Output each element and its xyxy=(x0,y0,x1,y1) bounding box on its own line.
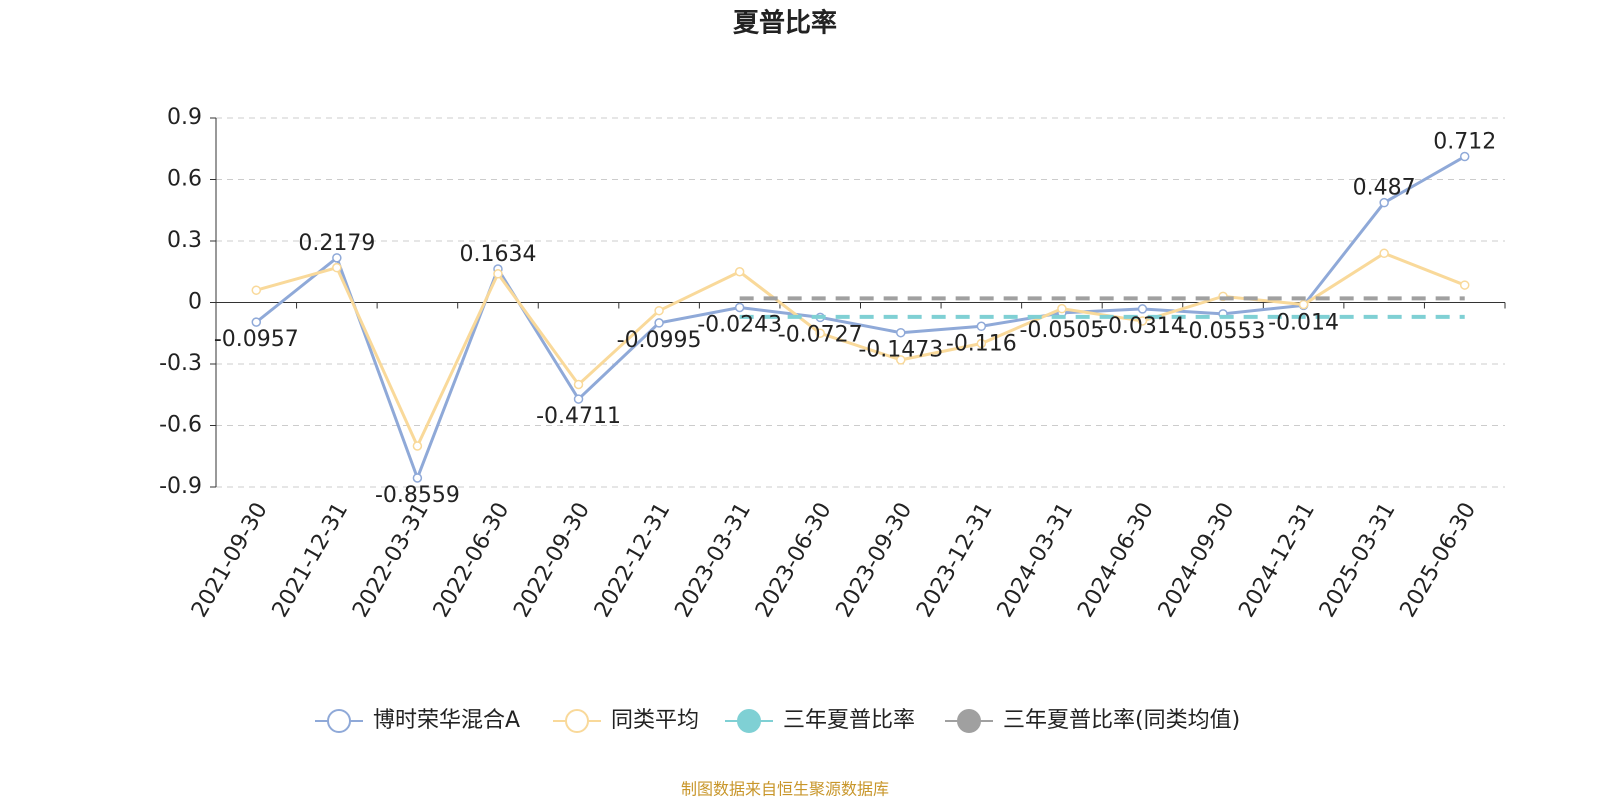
point xyxy=(1459,280,1470,290)
legend-label: 三年夏普比率(同类均值) xyxy=(1003,708,1240,733)
x-tick-label: 2023-06-30 xyxy=(751,499,837,622)
point xyxy=(896,327,906,338)
data-label: -0.0314 xyxy=(1100,314,1185,339)
series-line xyxy=(255,155,1466,483)
data-label: -0.0243 xyxy=(697,312,782,337)
point xyxy=(734,267,745,277)
data-label: -0.0553 xyxy=(1181,319,1266,344)
point xyxy=(1057,303,1067,314)
y-tick-label: 0.6 xyxy=(167,167,202,192)
legend-marker xyxy=(565,709,589,733)
y-tick-label: 0.9 xyxy=(167,105,202,130)
point xyxy=(332,253,342,263)
x-tick-label: 2022-03-31 xyxy=(348,499,434,622)
series-line xyxy=(255,251,1466,450)
point xyxy=(654,305,664,316)
point xyxy=(1379,248,1389,259)
legend-label: 同类平均 xyxy=(611,708,699,733)
x-tick-label: 2024-12-31 xyxy=(1234,499,1320,622)
point xyxy=(1137,304,1148,314)
legend-item: 博时荣华混合A xyxy=(315,708,520,733)
point xyxy=(251,285,262,295)
data-label: 0.2179 xyxy=(298,231,375,256)
x-tick-label: 2022-09-30 xyxy=(509,499,595,622)
legend-label: 三年夏普比率 xyxy=(783,708,915,733)
source: 制图数据来自恒生聚源数据库 xyxy=(681,780,889,799)
point xyxy=(1137,316,1148,326)
x-tick-label: 2022-06-30 xyxy=(429,499,515,622)
point xyxy=(1298,299,1309,310)
y-tick-label: 0 xyxy=(188,290,202,315)
point xyxy=(1459,151,1470,162)
data-label: -0.116 xyxy=(946,331,1017,356)
legend-marker xyxy=(737,709,761,733)
point xyxy=(1379,197,1389,208)
x-tick-label: 2024-06-30 xyxy=(1073,499,1159,622)
x-tick-label: 2021-12-31 xyxy=(268,499,354,622)
point xyxy=(896,355,906,365)
point xyxy=(493,269,503,279)
point xyxy=(573,394,584,404)
x-tick-label: 2025-03-31 xyxy=(1315,499,1401,622)
point xyxy=(412,473,423,483)
point xyxy=(654,318,664,328)
data-label: -0.0727 xyxy=(778,322,863,347)
y-tick-label: -0.6 xyxy=(159,413,202,438)
legend-marker xyxy=(957,709,981,733)
x-tick-label: 2025-06-30 xyxy=(1396,499,1482,622)
legend-label: 博时荣华混合A xyxy=(373,708,520,733)
point xyxy=(332,262,342,273)
point xyxy=(976,321,987,332)
data-label: -0.0957 xyxy=(214,327,299,352)
y-tick-label: 0.3 xyxy=(167,228,202,253)
x-tick-label: 2023-12-31 xyxy=(912,499,998,622)
data-label: -0.0505 xyxy=(1019,318,1104,343)
data-label: 0.1634 xyxy=(459,242,536,267)
point xyxy=(251,317,262,327)
legend-item: 三年夏普比率 xyxy=(725,708,915,733)
legend-item: 三年夏普比率(同类均值) xyxy=(945,708,1240,733)
x-tick-label: 2024-09-30 xyxy=(1154,499,1240,622)
x-tick-label: 2023-03-31 xyxy=(670,499,756,622)
point xyxy=(815,328,825,338)
y-tick-label: -0.9 xyxy=(159,474,202,499)
point xyxy=(412,441,423,451)
x-tick-label: 2021-09-30 xyxy=(187,499,273,622)
legend-marker xyxy=(327,709,351,733)
data-label: -0.8559 xyxy=(375,483,460,508)
chart-title: 夏普比率 xyxy=(733,8,837,39)
point xyxy=(734,302,745,313)
y-tick-label: -0.3 xyxy=(159,351,202,376)
data-label: -0.014 xyxy=(1268,310,1339,335)
data-label: -0.4711 xyxy=(536,404,621,429)
legend-item: 同类平均 xyxy=(553,708,699,733)
data-label: 0.712 xyxy=(1433,130,1496,155)
data-label: -0.0995 xyxy=(617,328,702,353)
x-tick-label: 2022-12-31 xyxy=(590,499,676,622)
point xyxy=(976,338,987,349)
data-label: 0.487 xyxy=(1353,176,1416,201)
data-label: -0.1473 xyxy=(858,338,943,363)
point xyxy=(573,379,584,390)
x-tick-label: 2023-09-30 xyxy=(832,499,918,622)
x-tick-label: 2024-03-31 xyxy=(993,499,1079,622)
